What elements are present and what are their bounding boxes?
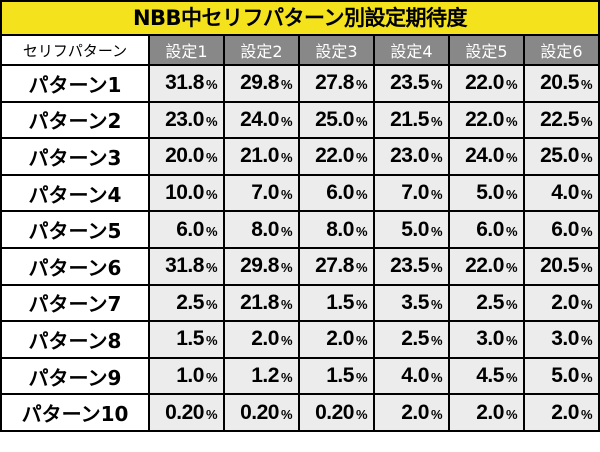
value-cell: 3.0%: [448, 320, 525, 359]
value-cell: 22.0%: [448, 246, 525, 286]
value-cell: 20.5%: [523, 246, 600, 286]
table-row: パターン5 6.0% 8.0% 8.0% 5.0% 6.0% 6.0%: [0, 210, 600, 249]
value-cell: 4.0%: [523, 173, 600, 213]
value-cell: 23.0%: [148, 100, 225, 140]
value-cell: 0.20%: [223, 393, 300, 432]
header-cell: セリフパターン: [0, 34, 150, 66]
value-cell: 3.0%: [523, 320, 600, 359]
value-cell: 29.8%: [223, 246, 300, 286]
value-cell: 1.5%: [298, 356, 375, 396]
value-cell: 21.0%: [223, 137, 300, 176]
value-cell: 23.5%: [373, 246, 450, 286]
table: セリフパターン 設定1 設定2 設定3 設定4 設定5 設定6 パターン1 31.8% 29.8%…: [0, 34, 600, 432]
value-cell: 5.0%: [448, 173, 525, 213]
value-cell: 25.0%: [523, 137, 600, 176]
row-label: パターン7: [0, 283, 150, 323]
value-cell: 1.2%: [223, 356, 300, 396]
value-cell: 2.0%: [373, 393, 450, 432]
value-cell: 1.0%: [148, 356, 225, 396]
table-row: パターン4 10.0% 7.0% 6.0% 7.0% 5.0% 4.0%: [0, 173, 600, 213]
value-cell: 2.0%: [448, 393, 525, 432]
value-cell: 2.0%: [223, 320, 300, 359]
value-cell: 27.8%: [298, 64, 375, 103]
header-cell: 設定6: [523, 34, 600, 66]
value-cell: 31.8%: [148, 246, 225, 286]
value-cell: 2.5%: [373, 320, 450, 359]
row-label: パターン9: [0, 356, 150, 396]
value-cell: 1.5%: [298, 283, 375, 323]
value-cell: 7.0%: [223, 173, 300, 213]
value-cell: 4.5%: [448, 356, 525, 396]
value-cell: 22.0%: [448, 100, 525, 140]
header-cell: 設定4: [373, 34, 450, 66]
row-label: パターン3: [0, 137, 150, 176]
table-row: パターン1 31.8% 29.8% 27.8% 23.5% 22.0% 20.5%: [0, 64, 600, 103]
title: NBB中セリフパターン別設定期待度: [0, 0, 600, 34]
value-cell: 23.0%: [373, 137, 450, 176]
value-cell: 29.8%: [223, 64, 300, 103]
header-cell: 設定5: [448, 34, 525, 66]
value-cell: 0.20%: [298, 393, 375, 432]
value-cell: 24.0%: [448, 137, 525, 176]
value-cell: 2.0%: [523, 283, 600, 323]
value-cell: 5.0%: [523, 356, 600, 396]
value-cell: 22.0%: [298, 137, 375, 176]
row-label: パターン4: [0, 173, 150, 213]
row-label: パターン2: [0, 100, 150, 140]
header-cell: 設定1: [148, 34, 225, 66]
row-label: パターン8: [0, 320, 150, 359]
value-cell: 22.5%: [523, 100, 600, 140]
value-cell: 5.0%: [373, 210, 450, 249]
value-cell: 2.0%: [523, 393, 600, 432]
value-cell: 6.0%: [523, 210, 600, 249]
row-label: パターン10: [0, 393, 150, 432]
value-cell: 10.0%: [148, 173, 225, 213]
value-cell: 1.5%: [148, 320, 225, 359]
value-cell: 6.0%: [148, 210, 225, 249]
row-label: パターン6: [0, 246, 150, 286]
value-cell: 2.0%: [298, 320, 375, 359]
value-cell: 22.0%: [448, 64, 525, 103]
table-row: パターン8 1.5% 2.0% 2.0% 2.5% 3.0% 3.0%: [0, 320, 600, 359]
table-row: パターン6 31.8% 29.8% 27.8% 23.5% 22.0% 20.5%: [0, 246, 600, 286]
value-cell: 21.5%: [373, 100, 450, 140]
value-cell: 7.0%: [373, 173, 450, 213]
value-cell: 6.0%: [298, 173, 375, 213]
value-cell: 24.0%: [223, 100, 300, 140]
table-row: パターン10 0.20% 0.20% 0.20% 2.0% 2.0% 2.0%: [0, 393, 600, 432]
value-cell: 4.0%: [373, 356, 450, 396]
table-row: パターン2 23.0% 24.0% 25.0% 21.5% 22.0% 22.5%: [0, 100, 600, 140]
value-cell: 6.0%: [448, 210, 525, 249]
value-cell: 25.0%: [298, 100, 375, 140]
header-cell: 設定2: [223, 34, 300, 66]
value-cell: 2.5%: [148, 283, 225, 323]
header-row: セリフパターン 設定1 設定2 設定3 設定4 設定5 設定6: [0, 34, 600, 66]
header-cell: 設定3: [298, 34, 375, 66]
value-cell: 8.0%: [298, 210, 375, 249]
value-cell: 2.5%: [448, 283, 525, 323]
row-label: パターン1: [0, 64, 150, 103]
value-cell: 8.0%: [223, 210, 300, 249]
table-row: パターン3 20.0% 21.0% 22.0% 23.0% 24.0% 25.0%: [0, 137, 600, 176]
value-cell: 27.8%: [298, 246, 375, 286]
table-row: パターン7 2.5% 21.8% 1.5% 3.5% 2.5% 2.0%: [0, 283, 600, 323]
value-cell: 31.8%: [148, 64, 225, 103]
value-cell: 20.5%: [523, 64, 600, 103]
value-cell: 3.5%: [373, 283, 450, 323]
value-cell: 20.0%: [148, 137, 225, 176]
value-cell: 23.5%: [373, 64, 450, 103]
row-label: パターン5: [0, 210, 150, 249]
value-cell: 0.20%: [148, 393, 225, 432]
table-row: パターン9 1.0% 1.2% 1.5% 4.0% 4.5% 5.0%: [0, 356, 600, 396]
value-cell: 21.8%: [223, 283, 300, 323]
